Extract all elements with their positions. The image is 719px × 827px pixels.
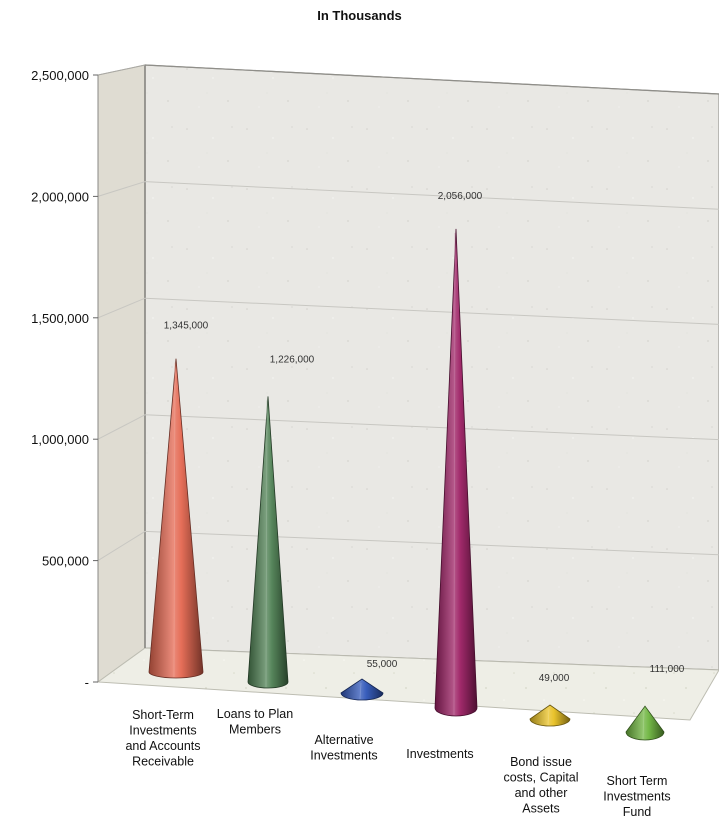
category-label: Short-Term Investments and Accounts Receiva… xyxy=(125,708,200,769)
y-tick-label: 2,000,000 xyxy=(31,189,89,204)
side-wall xyxy=(97,64,146,683)
gridline xyxy=(97,414,719,441)
top-side-edge xyxy=(97,64,146,76)
data-label: 49,000 xyxy=(539,673,570,684)
data-cones xyxy=(148,228,665,741)
cone-highlight xyxy=(265,400,268,688)
data-label: 1,345,000 xyxy=(164,321,209,332)
gridline xyxy=(97,530,719,562)
cone-5 xyxy=(625,705,665,741)
cone-shape xyxy=(434,228,478,717)
category-label: Investments xyxy=(406,747,473,761)
cone-highlight xyxy=(547,708,550,726)
y-tick-label: 2,500,000 xyxy=(31,68,89,83)
cone-shape xyxy=(625,705,665,741)
data-label: 111,000 xyxy=(650,664,685,675)
gridline xyxy=(97,181,719,210)
cone-2 xyxy=(340,678,384,701)
gridline xyxy=(97,297,719,325)
chart-title: In Thousands xyxy=(317,8,402,23)
chart-walls xyxy=(96,64,719,721)
x-axis-labels: Short-Term Investments and Accounts Receiva… xyxy=(125,707,670,819)
data-label: 2,056,000 xyxy=(438,191,483,202)
cone-highlight xyxy=(453,232,456,716)
cone-shape xyxy=(247,396,289,689)
cone-0 xyxy=(148,358,204,679)
cone-1 xyxy=(247,396,289,689)
y-tick-label: - xyxy=(85,675,89,690)
category-label: Bond issue costs, Capital and other Assets xyxy=(503,755,578,816)
cone-shape xyxy=(148,358,204,679)
data-label: 55,000 xyxy=(367,659,398,670)
cone-4 xyxy=(529,704,571,727)
top-edge xyxy=(144,64,719,95)
y-tick-label: 1,500,000 xyxy=(31,311,89,326)
category-label: Alternative Investments xyxy=(310,733,377,763)
category-label: Loans to Plan Members xyxy=(217,707,293,737)
cone-highlight xyxy=(642,710,645,740)
category-label: Short Term Investments Fund xyxy=(603,774,670,819)
grid-lines xyxy=(97,64,719,562)
cone-shape xyxy=(529,704,571,727)
data-label: 1,226,000 xyxy=(270,354,315,365)
y-axis: 2,500,000 2,000,000 1,500,000 1,000,000 500,… xyxy=(31,68,99,690)
y-tick-label: 500,000 xyxy=(42,554,89,569)
cone-highlight xyxy=(359,682,362,700)
data-labels: 1,345,000 1,226,000 55,000 2,056,000 49,000 1… xyxy=(164,191,685,684)
cone-shape xyxy=(340,678,384,701)
cone-highlight xyxy=(173,362,176,678)
back-wall xyxy=(144,64,719,671)
y-tick-label: 1,000,000 xyxy=(31,432,89,447)
cone-3 xyxy=(434,228,478,717)
